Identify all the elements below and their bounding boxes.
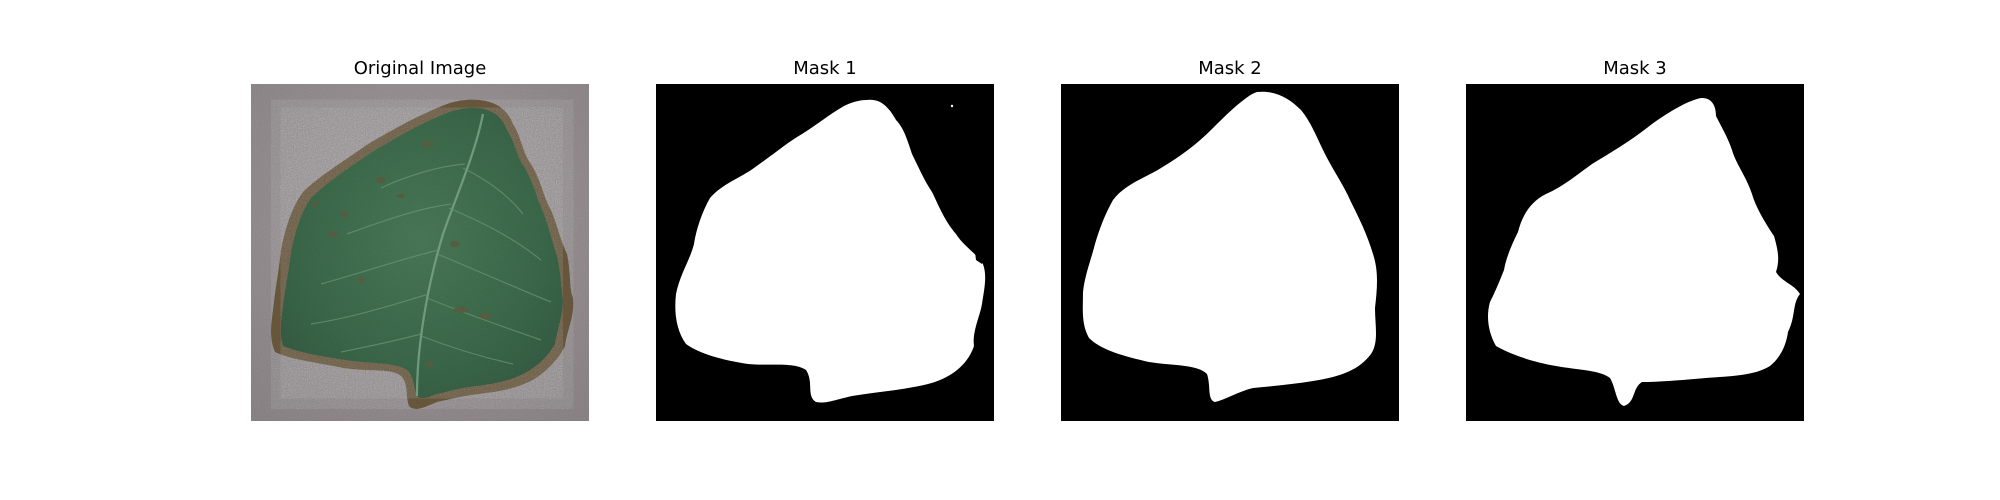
mask-2-image xyxy=(1061,84,1399,421)
original-leaf-image xyxy=(251,84,589,421)
panel-title-original-image: Original Image xyxy=(353,58,487,79)
panel-title-mask-2: Mask 2 xyxy=(1198,58,1262,79)
mask-1-image xyxy=(656,84,994,421)
panel-title-mask-3: Mask 3 xyxy=(1603,58,1667,79)
leaf-photo xyxy=(251,84,589,421)
mask-2-shape xyxy=(1061,84,1399,421)
mask-3-image xyxy=(1466,84,1804,421)
mask-3-shape xyxy=(1466,84,1804,421)
mask-1-shape xyxy=(656,84,994,421)
panel-title-mask-1: Mask 1 xyxy=(793,58,857,79)
